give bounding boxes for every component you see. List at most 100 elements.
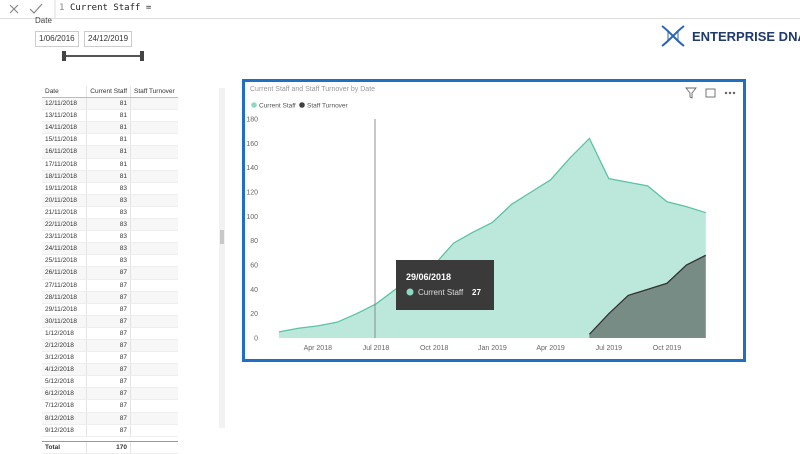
formula-bar: 1 Current Staff =: [0, 0, 800, 19]
cell: 170: [86, 441, 130, 453]
cell: 87: [86, 291, 130, 303]
slider-handle[interactable]: [140, 51, 144, 61]
cell: 13/11/2018: [45, 112, 78, 120]
cell: [130, 327, 178, 339]
table-row: 13/11/2018 81: [42, 110, 178, 123]
tooltip-marker: [406, 288, 414, 296]
y-tick-label: 120: [246, 190, 258, 197]
cell: [130, 243, 178, 255]
slider-handle[interactable]: [62, 51, 66, 61]
cell: 87: [86, 279, 130, 291]
cell: [130, 170, 178, 182]
column-header: Date: [45, 88, 59, 95]
cell: 12/11/2018: [45, 100, 78, 108]
cell: 30/11/2018: [45, 317, 78, 325]
y-tick-label: 0: [254, 336, 258, 343]
y-tick-label: 60: [250, 263, 258, 270]
cell: [130, 364, 178, 376]
cell: 87: [86, 339, 130, 352]
cell: [130, 441, 178, 453]
column-header: Staff Turnover: [130, 86, 178, 98]
x-tick-label: Apr 2018: [304, 345, 333, 352]
cell: 87: [86, 424, 130, 436]
formula-icons: [9, 0, 56, 18]
slicer-end[interactable]: 24/12/2019: [84, 31, 133, 47]
cell: 4/12/2018: [45, 366, 74, 374]
table-row: 30/11/2018 87: [42, 315, 178, 328]
cell: 81: [86, 134, 130, 146]
cell: 2/12/2018: [45, 341, 74, 349]
table-row: 3/12/2018 87: [42, 352, 178, 365]
cell: [130, 339, 178, 352]
cell: [130, 146, 178, 158]
cell: [130, 388, 178, 400]
cell: 21/11/2018: [45, 208, 78, 216]
visual-icons[interactable]: [685, 87, 736, 99]
y-tick-label: 80: [250, 238, 258, 245]
cell: 15/11/2018: [45, 136, 78, 144]
cell: 19/11/2018: [45, 184, 78, 192]
cell: 3/12/2018: [45, 354, 74, 362]
table-row: 20/11/2018 83: [42, 194, 178, 207]
table-row: 23/11/2018 83: [42, 231, 178, 244]
y-tick-label: 100: [246, 214, 258, 221]
table: Date Current Staff Staff Turnover 12/11/201…: [42, 86, 178, 454]
table-row: 5/12/2018 87: [42, 376, 178, 389]
cell: 1/12/2018: [45, 329, 74, 337]
cell: 28/11/2018: [45, 293, 78, 301]
y-tick-label: 160: [246, 141, 258, 148]
table-row: 1/12/2018 87: [42, 327, 178, 340]
cell: 5/12/2018: [45, 378, 74, 386]
cell: 87: [86, 400, 130, 412]
cell: [130, 182, 178, 194]
x-tick-label: Oct 2019: [653, 345, 682, 352]
chart-title: Current Staff and Staff Turnover by Date: [250, 86, 375, 93]
scroll-thumb[interactable]: [220, 230, 224, 244]
cell: 87: [86, 315, 130, 327]
cell: [130, 303, 178, 315]
tooltip-series: Current Staff: [418, 288, 464, 297]
cell: 6/12/2018: [45, 390, 74, 398]
table-row: 25/11/2018 83: [42, 255, 178, 268]
area-line: [278, 137, 706, 333]
table-row: 9/12/2018 87: [42, 424, 178, 437]
cell: [130, 376, 178, 388]
cell: [130, 279, 178, 291]
cell: 83: [86, 194, 130, 206]
cell: 25/11/2018: [45, 257, 78, 265]
table-row: 22/11/2018 83: [42, 219, 178, 232]
tooltip-value: 27: [472, 288, 481, 297]
header-row: Date Current Staff Staff Turnover: [42, 86, 178, 99]
x-tick-label: Jan 2019: [478, 345, 507, 352]
x-tick-label: Jul 2018: [363, 345, 390, 352]
cell: [130, 231, 178, 243]
table-row: 6/12/2018 87: [42, 388, 178, 401]
table-row: 15/11/2018 81: [42, 134, 178, 147]
cell: 87: [86, 412, 130, 424]
cell: 87: [86, 352, 130, 364]
cell: [130, 424, 178, 436]
cell: 14/11/2018: [45, 124, 78, 132]
table-row: 8/12/2018 87: [42, 412, 178, 425]
table-row: 28/11/2018 87: [42, 291, 178, 304]
cell: 87: [86, 327, 130, 339]
cell: 83: [86, 255, 130, 267]
y-tick-label: 140: [246, 165, 258, 172]
cell: 29/11/2018: [45, 305, 78, 313]
slicer-start[interactable]: 1/06/2016: [35, 31, 79, 47]
area-fill: [589, 255, 706, 338]
cell: 83: [86, 243, 130, 255]
scrollbar[interactable]: [219, 88, 225, 428]
formula-text: Current Staff =: [70, 3, 152, 13]
table-row: 29/11/2018 87: [42, 303, 178, 316]
cell: [130, 291, 178, 303]
y-tick-label: 180: [246, 117, 258, 124]
cell: 87: [86, 364, 130, 376]
table-row: 26/11/2018 87: [42, 267, 178, 280]
visual-border: [242, 79, 746, 362]
cell: 81: [86, 146, 130, 158]
table-row: 14/11/2018 81: [42, 122, 178, 135]
line-number: 1: [59, 3, 65, 13]
